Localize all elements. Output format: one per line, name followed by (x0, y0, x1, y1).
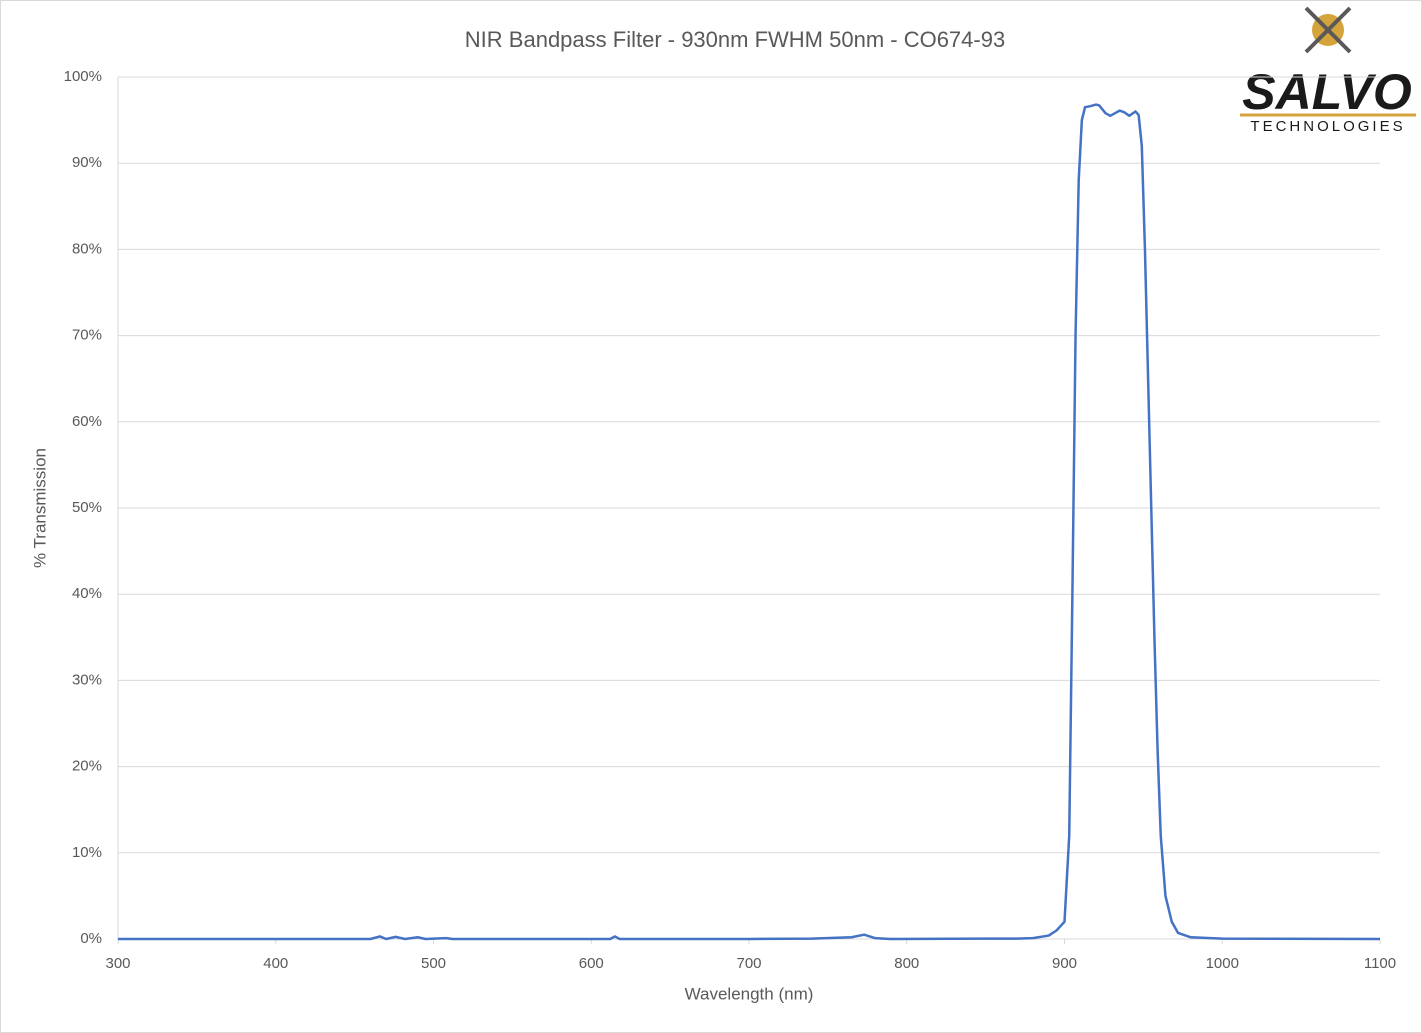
x-tick-label: 1100 (1364, 955, 1396, 972)
x-tick-label: 500 (421, 955, 446, 972)
x-tick-label: 1000 (1206, 955, 1239, 972)
logo-name: SALVO (1242, 64, 1412, 120)
x-tick-label: 400 (263, 955, 288, 972)
y-tick-label: 40% (72, 585, 102, 602)
y-axis-title: % Transmission (30, 448, 49, 568)
y-tick-label: 60% (72, 413, 102, 430)
y-tick-label: 30% (72, 671, 102, 688)
logo-cross (1304, 6, 1352, 54)
logo-tagline: TECHNOLOGIES (1250, 118, 1405, 135)
y-tick-label: 20% (72, 758, 102, 775)
data-line (118, 103, 1381, 941)
logo: SALVO TECHNOLOGIES (1240, 6, 1416, 135)
x-tick-label: 800 (894, 955, 919, 972)
x-tick-label: 300 (105, 955, 130, 972)
y-tick-label: 90% (72, 154, 102, 171)
x-tick-label: 900 (1052, 955, 1077, 972)
x-tick-label: 600 (579, 955, 604, 972)
y-tick-label: 70% (72, 327, 102, 344)
x-tick-label: 700 (736, 955, 761, 972)
x-axis-title: Wavelength (nm) (685, 984, 814, 1003)
y-tick-label: 80% (72, 240, 102, 257)
chart-title: NIR Bandpass Filter - 930nm FWHM 50nm - … (465, 27, 1005, 52)
y-tick-label: 0% (80, 930, 102, 947)
y-tick-label: 50% (72, 499, 102, 516)
y-tick-label: 100% (64, 68, 102, 85)
y-tick-label: 10% (72, 844, 102, 861)
